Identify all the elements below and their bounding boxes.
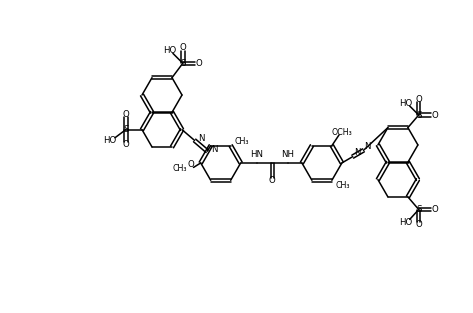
Text: HO: HO: [399, 218, 412, 227]
Text: CH₃: CH₃: [235, 137, 249, 146]
Text: HO: HO: [103, 136, 116, 145]
Text: NH: NH: [281, 150, 294, 159]
Text: CH₃: CH₃: [336, 181, 350, 190]
Text: N: N: [365, 142, 371, 151]
Text: HO: HO: [399, 99, 412, 108]
Text: O: O: [123, 141, 129, 149]
Text: HN: HN: [250, 150, 263, 159]
Text: HO: HO: [163, 46, 176, 55]
Text: O: O: [123, 110, 129, 119]
Text: S: S: [416, 205, 421, 214]
Text: O: O: [415, 95, 422, 104]
Text: S: S: [123, 125, 129, 134]
Text: O: O: [179, 44, 186, 53]
Text: O: O: [188, 161, 195, 169]
Text: N: N: [211, 145, 218, 154]
Text: O: O: [269, 177, 276, 185]
Text: S: S: [180, 59, 185, 68]
Text: O: O: [195, 59, 202, 68]
Text: O: O: [431, 110, 438, 120]
Text: OCH₃: OCH₃: [332, 128, 352, 136]
Text: S: S: [416, 110, 421, 120]
Text: O: O: [431, 205, 438, 214]
Text: CH₃: CH₃: [172, 164, 187, 173]
Text: N: N: [354, 148, 360, 157]
Text: N: N: [199, 134, 205, 143]
Text: O: O: [415, 220, 422, 229]
